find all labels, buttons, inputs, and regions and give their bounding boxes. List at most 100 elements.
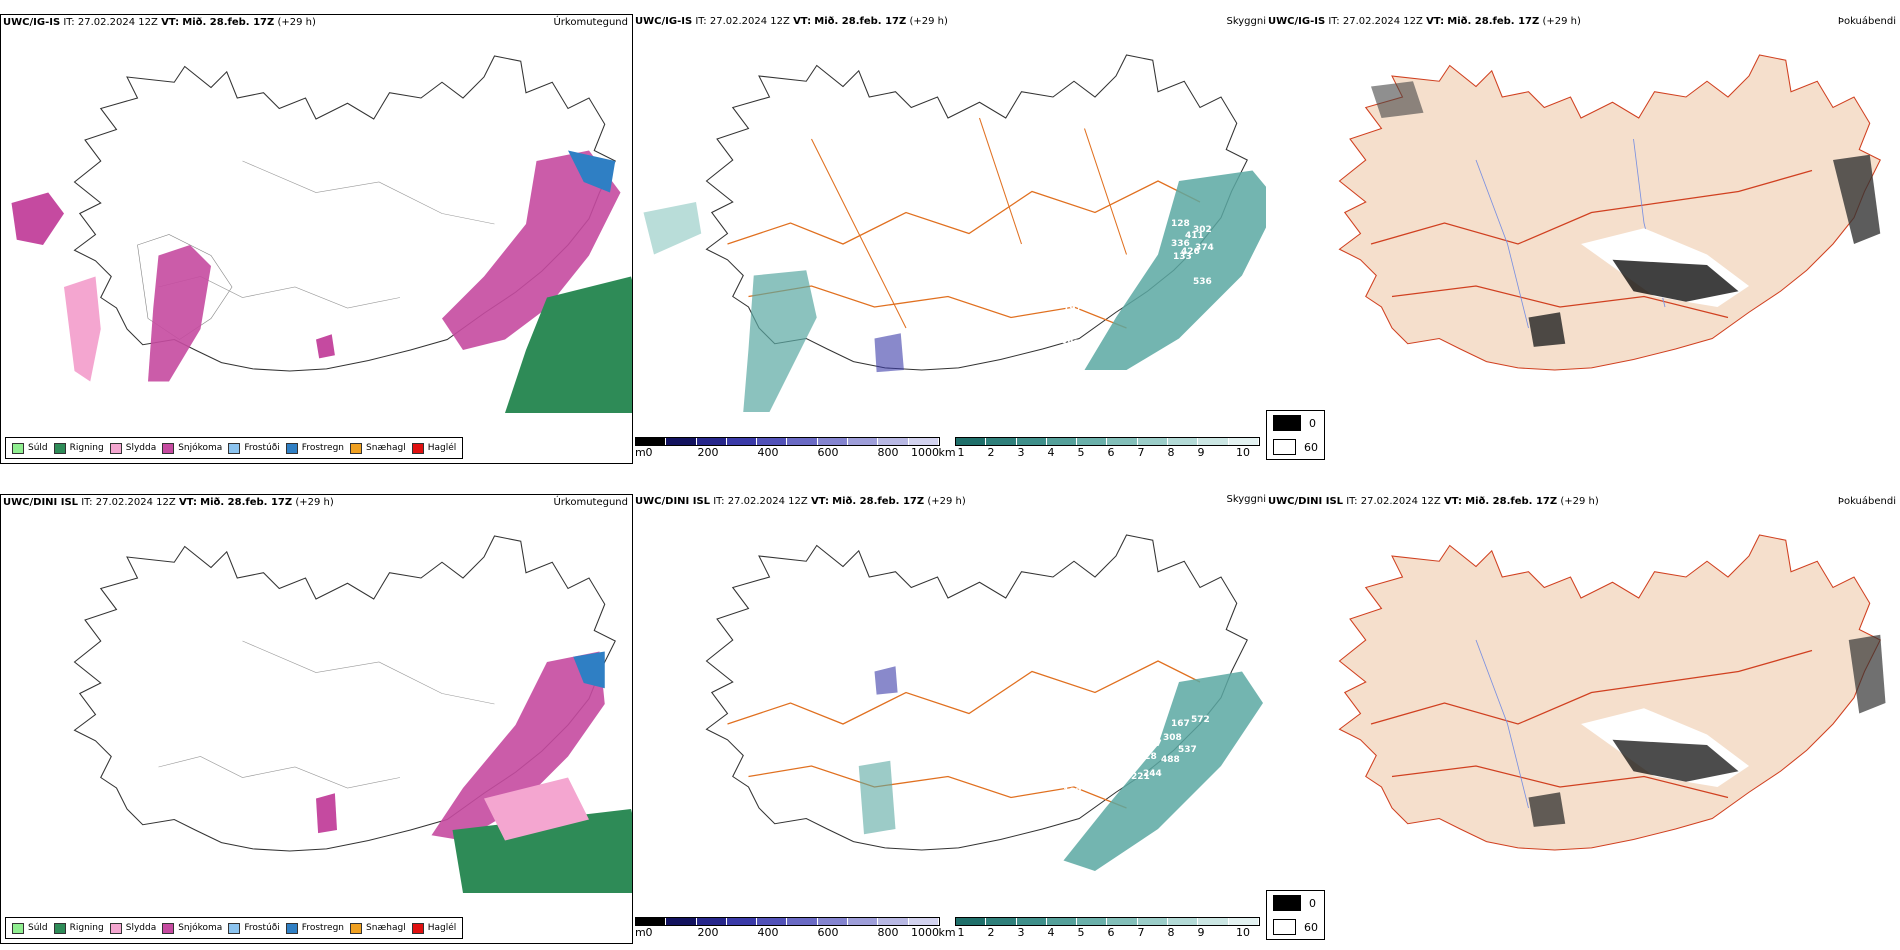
colorbar-tick: 9: [1197, 446, 1205, 459]
cloud-base-label: 536: [1193, 277, 1212, 287]
colorbar-bin: [1198, 438, 1229, 445]
cloud-base-label: 641: [1095, 292, 1114, 302]
colorbar-bin: [1077, 918, 1108, 925]
cloud-base-label: 411: [1185, 231, 1204, 241]
colorbar-tick: 3: [1017, 446, 1025, 459]
colorbar-bin: [1016, 438, 1047, 445]
cloud-base-label: 308: [1163, 733, 1182, 743]
colorbar-bin: [817, 438, 849, 445]
colorbar-bin: [1137, 438, 1169, 445]
colorbar-bin: [908, 438, 939, 445]
legend-item: Haglél: [411, 922, 456, 934]
colorbar-bin: [1107, 438, 1138, 445]
colorbar-tick: 2: [987, 446, 995, 459]
colorbar-tick: 800: [877, 926, 899, 939]
colorbar-bin: [726, 438, 758, 445]
colorbar-bin: [696, 918, 727, 925]
swatch: [162, 442, 175, 454]
colorbar-bin: [1168, 918, 1199, 925]
swatch: [53, 442, 66, 454]
colorbar-bin: [636, 918, 667, 925]
colorbar-bin: [1168, 438, 1199, 445]
panel-header-visibility-2: UWC/DINI ISL IT: 27.02.2024 12Z VT: Mið.…: [635, 496, 966, 507]
swatch: [12, 922, 24, 934]
colorbar-tick: 10: [1236, 446, 1250, 459]
panel-title: Þokuábendi: [1837, 16, 1896, 27]
cloud-base-label: 388: [1061, 339, 1080, 349]
visibility-panel-2: 192 471 412 229 221 228 488 317 308 537 …: [633, 494, 1266, 944]
swatch: [411, 442, 424, 454]
legend-item: Súld: [12, 922, 48, 934]
colorbar-tick: 1000: [911, 446, 939, 459]
colorbar-tick: 10: [1236, 926, 1250, 939]
legend-item: Snjókoma: [162, 922, 222, 934]
colorbar-tick: 5: [1077, 446, 1085, 459]
colorbar-tick: 200: [697, 446, 719, 459]
cloud-base-label: 229: [1116, 757, 1135, 767]
visibility-colorbar: km 1 2 3 4 5 6 7 8 9 10: [938, 437, 1260, 459]
fog-legend-row: 60: [1267, 435, 1324, 459]
colorbar-tick: 1: [957, 446, 965, 459]
panel-header: UWC/DINI ISL IT: 27.02.2024 12Z VT: Mið.…: [3, 497, 334, 508]
colorbar-unit: km: [938, 446, 956, 459]
fog-panel-2: Þokuábendi 0 60: [1266, 494, 1900, 944]
colorbar-tick: 800: [877, 446, 899, 459]
cloud-base-label: 587: [943, 384, 962, 394]
cloud-base-label: 426: [1181, 247, 1200, 257]
cloud-base-label: 133: [1173, 252, 1192, 262]
panel-title: Úrkomutegund: [553, 497, 628, 508]
fog-swatch: [1273, 919, 1296, 935]
colorbar-tick: 0: [645, 926, 653, 939]
fog-map: [1338, 54, 1881, 371]
legend-item: Frostregn: [285, 922, 344, 934]
legend-item: Haglél: [411, 442, 456, 454]
swatch: [53, 922, 66, 934]
cloud-base-label: 488: [1161, 755, 1180, 765]
swatch: [109, 442, 122, 454]
swatch: [350, 922, 363, 934]
colorbar-bin: [757, 438, 788, 445]
colorbar-tick: 400: [757, 926, 779, 939]
cloud-base-labels: 192 471 412 229 221 228 488 317 308 537 …: [903, 715, 1210, 879]
cloud-base-labels: 128 302 336 374 133 248 169 641 197 388 …: [943, 219, 1262, 394]
colorbar-tick: 8: [1167, 446, 1175, 459]
legend-item: Frostúði: [228, 922, 280, 934]
colorbar-tick: 6: [1107, 926, 1115, 939]
colorbar-bin: [986, 438, 1017, 445]
fog-map: [1338, 534, 1886, 851]
colorbar-tick: 4: [1047, 926, 1055, 939]
fog-swatch: [1273, 895, 1301, 911]
colorbar-bin: [726, 918, 758, 925]
swatch: [12, 442, 24, 454]
colorbar-tick: 3: [1017, 926, 1025, 939]
colorbar-bin: [1198, 918, 1229, 925]
cloud-base-label: 236: [903, 832, 922, 842]
cloud-base-label: 336: [1171, 239, 1190, 249]
colorbar-bin: [1046, 438, 1078, 445]
colorbar-bin: [848, 438, 879, 445]
panel-header-visibility-1: UWC/IG-IS IT: 27.02.2024 12Z VT: Mið. 28…: [635, 16, 948, 27]
fog-swatch: [1273, 415, 1301, 431]
colorbar-bin: [1228, 438, 1259, 445]
visibility-map: [705, 534, 1263, 871]
precip-type-panel-2: UWC/DINI ISL IT: 27.02.2024 12Z VT: Mið.…: [0, 494, 633, 944]
legend-item: Súld: [12, 442, 48, 454]
colorbar-tick: 0: [645, 446, 653, 459]
cloud-base-label: 507: [1243, 351, 1262, 361]
colorbar-bin: [666, 438, 697, 445]
visibility-map: [643, 54, 1266, 412]
fog-legend-row: 0: [1267, 411, 1324, 435]
cloud-base-colorbar: m 0 200 400 600 800 1000: [635, 437, 940, 459]
legend-item: Frostregn: [285, 442, 344, 454]
colorbar-bin: [878, 918, 909, 925]
fog-legend-row: 60: [1267, 915, 1324, 939]
cloud-base-label: 192: [1063, 787, 1082, 797]
visibility-panel-1: 128 302 336 374 133 248 169 641 197 388 …: [633, 14, 1266, 464]
cloud-base-label: 228: [1138, 752, 1157, 762]
cloud-base-label: 302: [1193, 225, 1212, 235]
panel-title: Þokuábendi: [1837, 496, 1896, 507]
swatch: [228, 442, 241, 454]
colorbar-bin: [878, 438, 909, 445]
swatch: [285, 922, 298, 934]
legend-item: Snjókoma: [162, 442, 222, 454]
